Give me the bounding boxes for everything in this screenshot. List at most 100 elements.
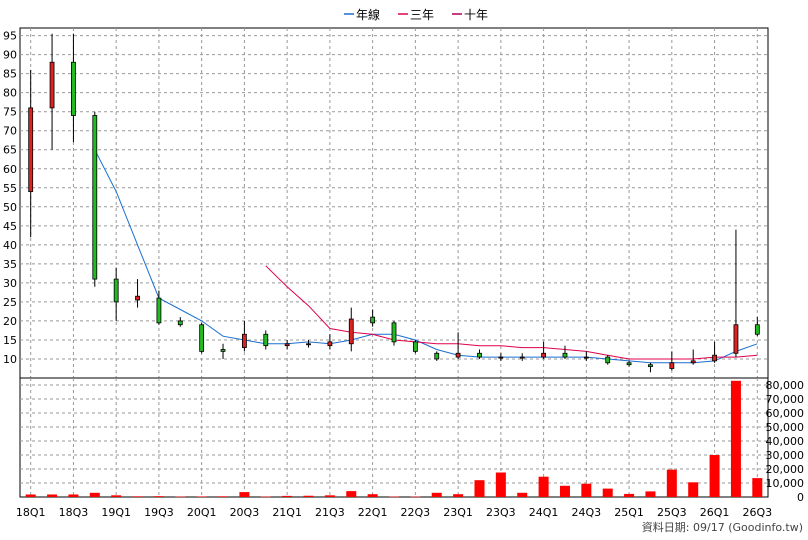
- candle-body: [583, 356, 589, 359]
- volume-bar: [517, 492, 528, 497]
- volume-bar: [218, 496, 229, 497]
- candle-body: [92, 115, 98, 280]
- candle-body: [562, 352, 568, 358]
- price-y-tick: 75: [3, 106, 17, 119]
- price-y-tick: 60: [3, 163, 17, 176]
- legend-label: 年線: [356, 7, 380, 22]
- volume-bar: [474, 480, 485, 497]
- candle-body: [498, 356, 504, 359]
- x-tick-label: 26Q3: [742, 506, 772, 519]
- x-tick-label: 23Q3: [486, 506, 516, 519]
- price-plot-frame: [19, 27, 769, 379]
- candle-body: [733, 324, 739, 354]
- x-tick-label: 18Q1: [16, 506, 46, 519]
- volume-bar: [389, 496, 399, 498]
- volume-bar: [132, 496, 143, 497]
- candle-body: [434, 352, 440, 360]
- volume-y-tick: 40,000: [766, 435, 805, 448]
- volume-bar: [260, 496, 271, 498]
- candle-body: [391, 322, 397, 343]
- candle-body: [541, 352, 546, 358]
- volume-bar: [175, 496, 186, 498]
- volume-bar: [68, 494, 79, 497]
- candle-body: [199, 324, 205, 352]
- candle-body: [327, 341, 333, 347]
- candle-body: [284, 343, 290, 347]
- price-y-tick: 20: [3, 315, 17, 328]
- volume-bar: [709, 455, 720, 497]
- x-tick-label: 21Q1: [272, 506, 302, 519]
- volume-bar: [324, 495, 335, 497]
- x-tick-label: 19Q1: [101, 506, 131, 519]
- x-tick-label: 18Q3: [59, 506, 89, 519]
- price-y-tick: 90: [3, 49, 17, 62]
- candle-body: [306, 343, 311, 346]
- x-tick-label: 19Q3: [144, 506, 174, 519]
- volume-bar: [602, 488, 613, 497]
- volume-bars: [25, 380, 763, 498]
- volume-bar: [153, 496, 164, 497]
- ma-line-年線: [94, 149, 758, 364]
- x-tick-label: 20Q3: [230, 506, 260, 519]
- volume-bar: [752, 478, 763, 497]
- candle-body: [241, 333, 247, 348]
- candle-body: [113, 278, 119, 303]
- volume-bar: [239, 492, 250, 497]
- volume-bar: [367, 494, 378, 497]
- x-axis: 18Q1 18Q3 19Q1 19Q3 20Q1 20Q3 21Q1 21Q3 22Q1 22Q3…: [16, 506, 772, 519]
- volume-bar: [111, 495, 122, 497]
- price-y-tick: 30: [3, 277, 17, 290]
- price-y-axis: 95 90 85 80 75 70 65 60 55 50 45 40 35 30 25 20 15 10: [3, 30, 17, 366]
- volume-bar: [282, 495, 293, 497]
- price-y-tick: 85: [3, 68, 17, 81]
- volume-grid: [20, 378, 768, 497]
- candlesticks: [28, 33, 760, 373]
- candle-body: [71, 61, 76, 116]
- x-tick-label: 21Q3: [315, 506, 345, 519]
- candle-body: [370, 316, 376, 324]
- volume-bar: [453, 494, 464, 497]
- moving-average-lines: [94, 149, 758, 364]
- candle-body: [477, 352, 482, 358]
- x-tick-label: 22Q1: [358, 506, 388, 519]
- x-tick-label: 25Q3: [657, 506, 687, 519]
- price-y-tick: 10: [3, 353, 17, 366]
- volume-y-tick: 10,000: [766, 477, 805, 490]
- volume-bar: [666, 469, 677, 497]
- candle-body: [49, 61, 55, 109]
- price-y-tick: 15: [3, 334, 17, 347]
- volume-y-tick: 70,000: [766, 393, 805, 406]
- volume-y-axis: 80,00070,00060,00050,00040,00030,00020,0…: [766, 379, 805, 504]
- x-tick-label: 23Q1: [443, 506, 473, 519]
- volume-y-tick: 80,000: [766, 379, 805, 392]
- candle-body: [412, 341, 418, 352]
- candle-body: [455, 352, 461, 358]
- candle-body: [669, 362, 675, 369]
- volume-bar: [495, 472, 506, 497]
- x-tick-label: 22Q3: [401, 506, 431, 519]
- x-tick-label: 24Q3: [572, 506, 602, 519]
- price-y-tick: 80: [3, 87, 17, 100]
- volume-y-tick: 60,000: [766, 407, 805, 420]
- x-tick-label: 24Q1: [529, 506, 559, 519]
- candle-body: [754, 324, 760, 335]
- price-y-tick: 35: [3, 258, 17, 271]
- footer-text: 資料日期: 09/17 (Goodinfo.tw): [642, 520, 803, 534]
- price-panel: 95 90 85 80 75 70 65 60 55 50 45 40 35 30 25 20 15 10: [3, 27, 769, 379]
- price-y-tick: 50: [3, 201, 17, 214]
- volume-bar: [303, 495, 314, 497]
- candle-body: [220, 349, 226, 352]
- volume-y-tick: 0: [797, 491, 804, 504]
- price-y-tick: 55: [3, 182, 17, 195]
- volume-bar: [581, 483, 592, 497]
- volume-bar: [89, 492, 100, 497]
- x-tick-label: 20Q1: [187, 506, 217, 519]
- candle-body: [263, 333, 269, 347]
- volume-y-tick: 50,000: [766, 421, 805, 434]
- volume-bar: [538, 476, 549, 497]
- candle-body: [605, 356, 611, 364]
- volume-plot-frame: [19, 377, 769, 498]
- volume-bar: [410, 496, 421, 498]
- candle-body: [519, 356, 525, 359]
